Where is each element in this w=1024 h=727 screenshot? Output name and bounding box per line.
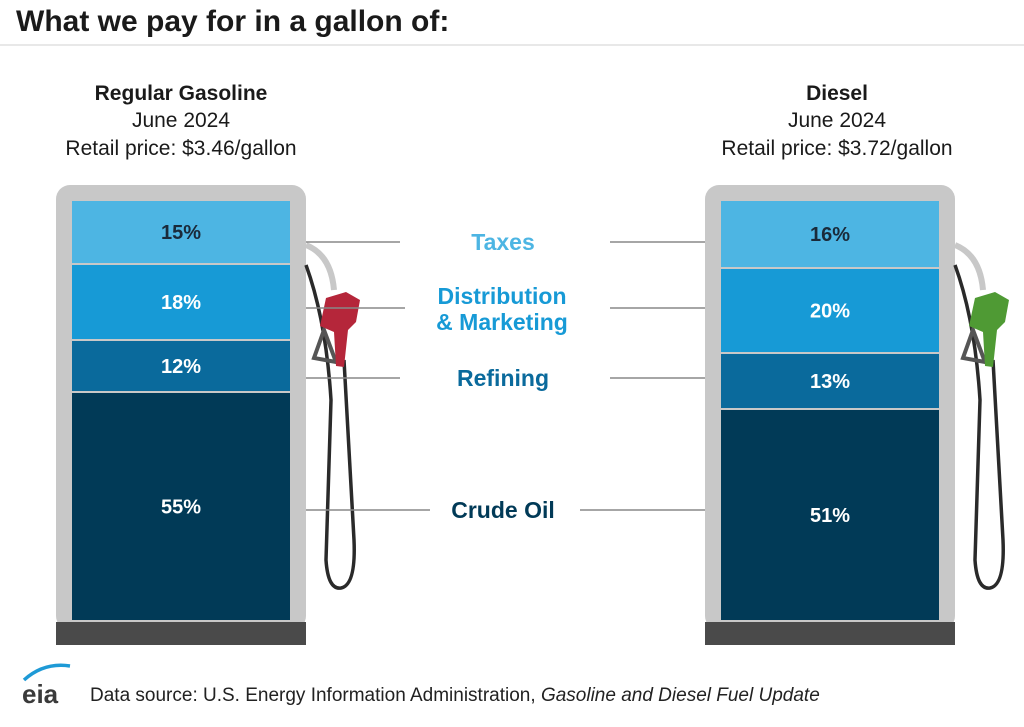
hose-icon [953,264,1005,590]
source-prefix: Data source: U.S. Energy Information Adm… [90,685,541,706]
bar-segment-crude [72,393,290,620]
hose-top [304,242,337,291]
category-label: Distribution [437,283,566,309]
pump-title: Diesel [806,82,868,105]
category-label: Taxes [471,229,535,255]
pump-price: Retail price: $3.72/gallon [721,137,952,160]
bar-segment-taxes [721,201,939,267]
segment-label: 15% [161,222,201,244]
page-title: What we pay for in a gallon of: [16,5,449,38]
nozzle-trigger [311,324,340,365]
bar-segment-refining [721,354,939,408]
segment-label: 12% [161,356,201,378]
fuel-nozzle-icon [969,292,1009,367]
bar-segment-refining [72,341,290,391]
segment-label: 16% [810,224,850,246]
eia-logo: eia [22,679,59,709]
fuel-nozzle-icon [320,292,360,367]
bar-segment-distribution [721,269,939,352]
pump-diesel: Diesel June 2024 Retail price: $3.72/gallo… [705,82,1009,645]
category-label: Refining [457,365,549,391]
pump-gasoline: Regular Gasoline June 2024 Retail price: $… [56,82,360,645]
segment-label: 51% [810,505,850,527]
pump-price: Retail price: $3.46/gallon [65,137,296,160]
category-label: Crude Oil [451,497,555,523]
hose-icon [304,264,356,590]
eia-logo-arc [22,663,71,682]
source-title: Gasoline and Diesel Fuel Update [541,685,820,706]
category-3: Crude Oil [306,497,705,523]
pump-period: June 2024 [132,109,230,132]
bar-segment-distribution [72,265,290,339]
pump-base [56,622,306,645]
category-1: Distribution& Marketing [306,283,705,335]
segment-label: 13% [810,371,850,393]
pump-period: June 2024 [788,109,886,132]
bar-segment-taxes [72,201,290,263]
segment-label: 55% [161,497,201,519]
footer: eia Data source: U.S. Energy Information… [22,663,820,709]
category-label-line2: & Marketing [436,309,568,335]
nozzle-trigger [960,324,989,365]
pump-base [705,622,955,645]
pump-title: Regular Gasoline [95,82,268,105]
bar-segment-crude [721,410,939,620]
segment-label: 18% [161,292,201,314]
hose-top [953,242,986,291]
category-2: Refining [306,365,705,391]
data-source: Data source: U.S. Energy Information Adm… [90,685,820,706]
category-0: Taxes [306,229,705,255]
segment-label: 20% [810,301,850,323]
